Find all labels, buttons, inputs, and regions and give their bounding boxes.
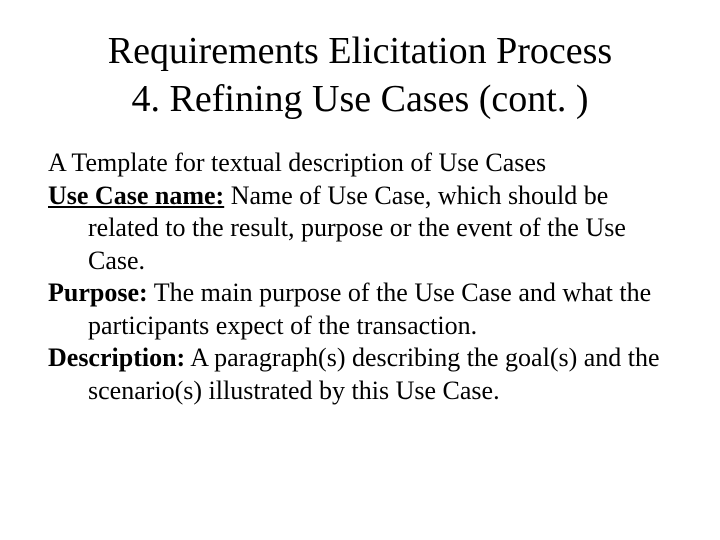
item-label: Purpose:	[48, 278, 148, 307]
item-description: Description: A paragraph(s) describing t…	[48, 342, 672, 407]
intro-line: A Template for textual description of Us…	[48, 147, 672, 180]
slide-title: Requirements Elicitation Process 4. Refi…	[48, 28, 672, 123]
item-use-case-name: Use Case name: Name of Use Case, which s…	[48, 180, 672, 278]
item-text: The main purpose of the Use Case and wha…	[88, 278, 651, 340]
item-label: Use Case name:	[48, 181, 224, 210]
slide-body: A Template for textual description of Us…	[48, 147, 672, 407]
slide: Requirements Elicitation Process 4. Refi…	[0, 0, 720, 540]
title-line-2: 4. Refining Use Cases (cont. )	[132, 78, 589, 120]
title-line-1: Requirements Elicitation Process	[108, 30, 612, 72]
item-label: Description:	[48, 343, 185, 372]
item-purpose: Purpose: The main purpose of the Use Cas…	[48, 277, 672, 342]
